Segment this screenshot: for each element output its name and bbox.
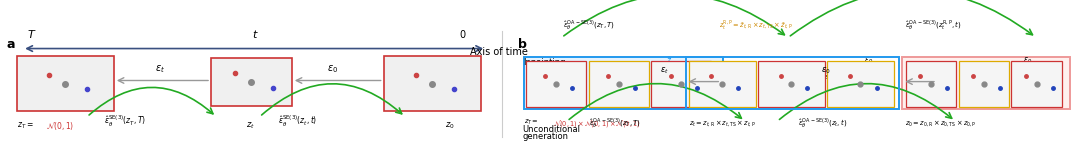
Text: $\bar{z}_{t,\mathrm{P}}$: $\bar{z}_{t,\mathrm{P}}$ [823,73,836,83]
FancyBboxPatch shape [526,61,586,107]
FancyBboxPatch shape [689,61,756,107]
Text: $\hat{\epsilon}_\theta^{\mathrm{SE(3)}}(z_T, T)$: $\hat{\epsilon}_\theta^{\mathrm{SE(3)}}(… [104,113,146,129]
FancyBboxPatch shape [524,57,724,109]
FancyBboxPatch shape [211,59,292,106]
Text: Inpainting: Inpainting [523,59,565,67]
Text: t: t [252,30,256,40]
Text: $z_t = z_{t,\mathrm{R}} \times z_{t,\mathrm{TS}} \times z_{t,\mathrm{P}}$: $z_t = z_{t,\mathrm{R}} \times z_{t,\mat… [689,118,756,128]
Text: $\epsilon_t$: $\epsilon_t$ [660,66,669,76]
Text: 0: 0 [459,30,465,40]
Text: $z_t$: $z_t$ [245,120,255,131]
FancyBboxPatch shape [959,61,1009,107]
FancyBboxPatch shape [827,61,894,107]
Text: a: a [6,37,15,51]
Text: $z_T = $: $z_T = $ [17,120,33,131]
Text: b: b [518,37,527,51]
Text: $\hat{\epsilon}_\theta^{\mathrm{OA-SE(3)}}(z_T, T)$: $\hat{\epsilon}_\theta^{\mathrm{OA-SE(3)… [590,116,642,131]
FancyBboxPatch shape [903,57,1069,109]
Text: $\bar{z}_{t,\mathrm{R}}$: $\bar{z}_{t,\mathrm{R}}$ [666,55,680,67]
Text: $\mathcal{N}(0,1)$: $\mathcal{N}(0,1)$ [46,120,75,132]
FancyBboxPatch shape [589,61,649,107]
Text: Unconditional: Unconditional [523,125,581,133]
Text: $\epsilon_0$: $\epsilon_0$ [327,63,338,75]
Text: $\hat{\epsilon}_\theta^{\mathrm{OA-SE(3)}}(z_T, T)$: $\hat{\epsilon}_\theta^{\mathrm{OA-SE(3)… [563,19,615,33]
Text: $\epsilon_0$: $\epsilon_0$ [864,55,873,66]
FancyBboxPatch shape [651,61,712,107]
Text: $z_T = $: $z_T = $ [524,118,539,127]
Text: $\epsilon_0$: $\epsilon_0$ [821,66,831,76]
Text: $z_0$: $z_0$ [445,120,455,131]
FancyBboxPatch shape [17,56,114,111]
Text: T: T [28,30,35,40]
Text: Axis of time: Axis of time [470,47,528,58]
Text: $\hat{\epsilon}_\theta^{\mathrm{SE(3)}}(z_t, t)$: $\hat{\epsilon}_\theta^{\mathrm{SE(3)}}(… [278,113,318,129]
FancyBboxPatch shape [758,61,825,107]
FancyBboxPatch shape [1011,61,1062,107]
Text: $\epsilon_t$: $\epsilon_t$ [156,63,165,75]
Text: $\hat{\epsilon}_\theta^{\mathrm{OA-SE(3)}}(z_t^{\mathrm{R,P}}, t)$: $\hat{\epsilon}_\theta^{\mathrm{OA-SE(3)… [905,19,962,33]
Text: $\mathcal{N}(0,1) \times \mathcal{N}(0,1) \times \mathcal{N}(0,1)$: $\mathcal{N}(0,1) \times \mathcal{N}(0,1… [553,118,640,129]
FancyBboxPatch shape [906,61,957,107]
FancyBboxPatch shape [383,56,481,111]
Text: $z_0 = z_{0,\mathrm{R}} \times z_{0,\mathrm{TS}} \times z_{0,\mathrm{P}}$: $z_0 = z_{0,\mathrm{R}} \times z_{0,\mat… [905,118,976,128]
Text: $z_t^{\mathrm{R,P}} = \bar{z}_{t,\mathrm{R}} \times z_{t,\mathrm{TS}} \times \ba: $z_t^{\mathrm{R,P}} = \bar{z}_{t,\mathrm… [718,19,793,33]
Text: generation: generation [523,132,569,141]
Text: $\hat{\epsilon}_\theta^{\mathrm{OA-SE(3)}}(z_t, t)$: $\hat{\epsilon}_\theta^{\mathrm{OA-SE(3)… [798,116,848,131]
Text: $\epsilon_0$: $\epsilon_0$ [1023,55,1032,66]
